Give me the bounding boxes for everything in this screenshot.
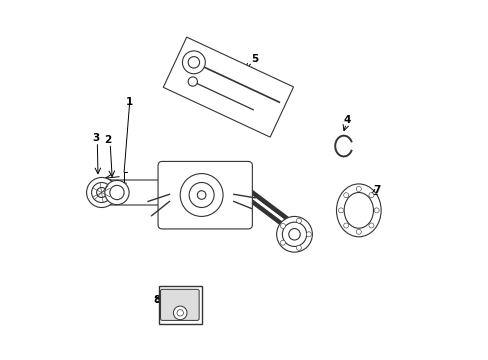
Text: 4: 4 bbox=[343, 115, 350, 125]
Circle shape bbox=[338, 208, 343, 213]
Polygon shape bbox=[163, 37, 293, 137]
Circle shape bbox=[288, 229, 300, 240]
Circle shape bbox=[86, 177, 116, 207]
Circle shape bbox=[296, 246, 301, 251]
FancyBboxPatch shape bbox=[158, 161, 252, 229]
Circle shape bbox=[180, 174, 223, 216]
Text: 6: 6 bbox=[216, 94, 224, 104]
Circle shape bbox=[197, 191, 205, 199]
Text: 3: 3 bbox=[92, 133, 99, 143]
Circle shape bbox=[343, 223, 348, 228]
Circle shape bbox=[188, 77, 197, 86]
Ellipse shape bbox=[344, 193, 373, 228]
Circle shape bbox=[280, 224, 285, 228]
Circle shape bbox=[189, 183, 214, 207]
FancyBboxPatch shape bbox=[100, 180, 167, 205]
Circle shape bbox=[276, 216, 312, 252]
Ellipse shape bbox=[336, 184, 380, 237]
Circle shape bbox=[280, 240, 285, 245]
Circle shape bbox=[373, 208, 378, 213]
Circle shape bbox=[177, 310, 183, 316]
Circle shape bbox=[305, 232, 311, 237]
Circle shape bbox=[343, 193, 348, 198]
Text: 7: 7 bbox=[373, 185, 380, 195]
FancyBboxPatch shape bbox=[160, 289, 199, 320]
Text: 8: 8 bbox=[153, 295, 161, 305]
Circle shape bbox=[91, 183, 111, 203]
Circle shape bbox=[104, 180, 129, 204]
Circle shape bbox=[188, 57, 199, 68]
Circle shape bbox=[356, 186, 361, 192]
Circle shape bbox=[182, 51, 205, 74]
Circle shape bbox=[97, 188, 106, 198]
Circle shape bbox=[356, 229, 361, 234]
Circle shape bbox=[173, 306, 186, 320]
Circle shape bbox=[296, 218, 301, 223]
Circle shape bbox=[368, 193, 373, 198]
Circle shape bbox=[110, 185, 124, 200]
Circle shape bbox=[368, 223, 373, 228]
Circle shape bbox=[282, 222, 306, 247]
Text: 1: 1 bbox=[125, 97, 133, 107]
Text: 2: 2 bbox=[104, 135, 111, 145]
Bar bbox=[159, 286, 201, 324]
Text: 5: 5 bbox=[250, 54, 258, 64]
